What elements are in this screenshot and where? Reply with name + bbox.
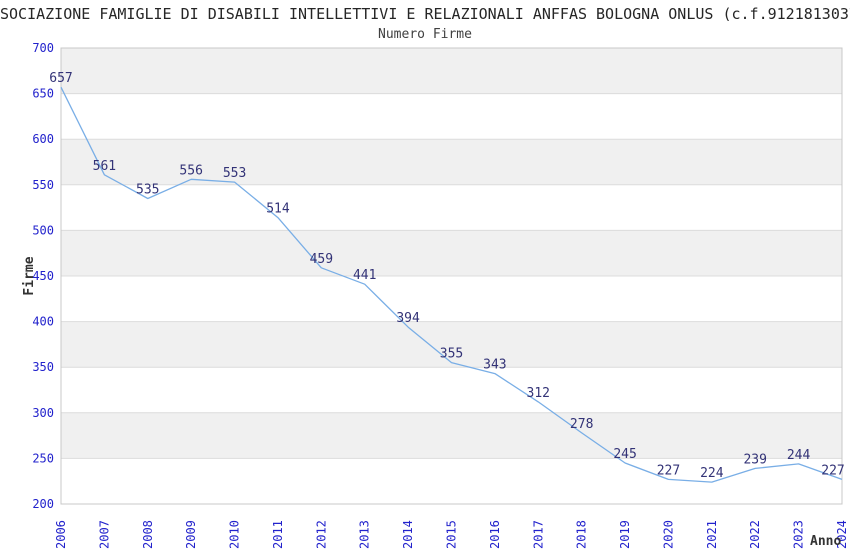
x-tick-label: 2019 <box>618 520 632 549</box>
x-tick-label: 2009 <box>184 520 198 549</box>
y-tick-label: 550 <box>32 178 54 192</box>
grid-band <box>61 367 842 413</box>
y-axis-title: Firme <box>22 256 37 295</box>
grid-band <box>61 48 842 94</box>
point-label: 239 <box>743 452 766 467</box>
plot-border <box>60 47 843 505</box>
point-label: 535 <box>136 182 159 197</box>
grid-band <box>61 458 842 504</box>
x-tick-label: 2006 <box>54 520 68 549</box>
x-tick-label: 2024 <box>835 520 849 549</box>
chart-title: SOCIAZIONE FAMIGLIE DI DISABILI INTELLET… <box>0 6 850 23</box>
grid-band <box>61 230 842 276</box>
y-tick-label: 700 <box>32 41 54 55</box>
point-label: 227 <box>821 463 844 478</box>
grid-band <box>61 412 842 459</box>
y-tick-label: 600 <box>32 132 54 146</box>
point-label: 441 <box>353 268 376 283</box>
x-tick-label: 2010 <box>228 520 242 549</box>
point-label: 224 <box>700 466 724 481</box>
point-label: 459 <box>310 252 333 267</box>
y-tick-label: 400 <box>32 315 54 329</box>
point-label: 556 <box>179 163 202 178</box>
y-tick-label: 450 <box>32 269 54 283</box>
x-tick-label: 2008 <box>141 520 155 549</box>
point-label: 245 <box>613 447 636 462</box>
grid-band <box>61 93 842 140</box>
x-tick-label: 2023 <box>792 520 806 549</box>
point-label: 514 <box>266 202 290 217</box>
x-tick-label: 2015 <box>445 520 459 549</box>
y-tick-label: 500 <box>32 223 54 237</box>
grid-band <box>61 184 842 231</box>
series-line <box>60 86 843 483</box>
grid-band <box>61 139 842 185</box>
x-tick-label: 2018 <box>575 520 589 549</box>
y-tick-label: 200 <box>32 497 54 511</box>
point-label: 553 <box>223 166 246 181</box>
point-label: 312 <box>527 386 550 401</box>
point-label: 355 <box>440 347 463 362</box>
x-tick-label: 2013 <box>358 520 372 549</box>
y-tick-label: 250 <box>32 451 54 465</box>
y-tick-label: 650 <box>32 87 54 101</box>
grid-band <box>61 276 842 322</box>
x-tick-label: 2017 <box>531 520 545 549</box>
x-tick-label: 2007 <box>97 520 111 549</box>
x-tick-label: 2014 <box>401 520 415 549</box>
x-axis-title: Anno <box>810 534 841 549</box>
x-tick-label: 2016 <box>488 520 502 549</box>
point-label: 244 <box>787 448 811 463</box>
x-tick-label: 2011 <box>271 520 285 549</box>
point-label: 394 <box>396 311 420 326</box>
point-label: 561 <box>93 159 116 174</box>
point-label: 278 <box>570 417 593 432</box>
point-label: 343 <box>483 358 506 373</box>
x-tick-label: 2022 <box>748 520 762 549</box>
grid-band <box>61 321 842 368</box>
point-label: 657 <box>49 71 72 86</box>
x-tick-label: 2021 <box>705 520 719 549</box>
x-tick-label: 2020 <box>661 520 675 549</box>
point-label: 227 <box>657 463 680 478</box>
x-tick-label: 2012 <box>314 520 328 549</box>
chart-subtitle: Numero Firme <box>378 27 472 42</box>
y-tick-label: 300 <box>32 406 54 420</box>
y-tick-label: 350 <box>32 360 54 374</box>
